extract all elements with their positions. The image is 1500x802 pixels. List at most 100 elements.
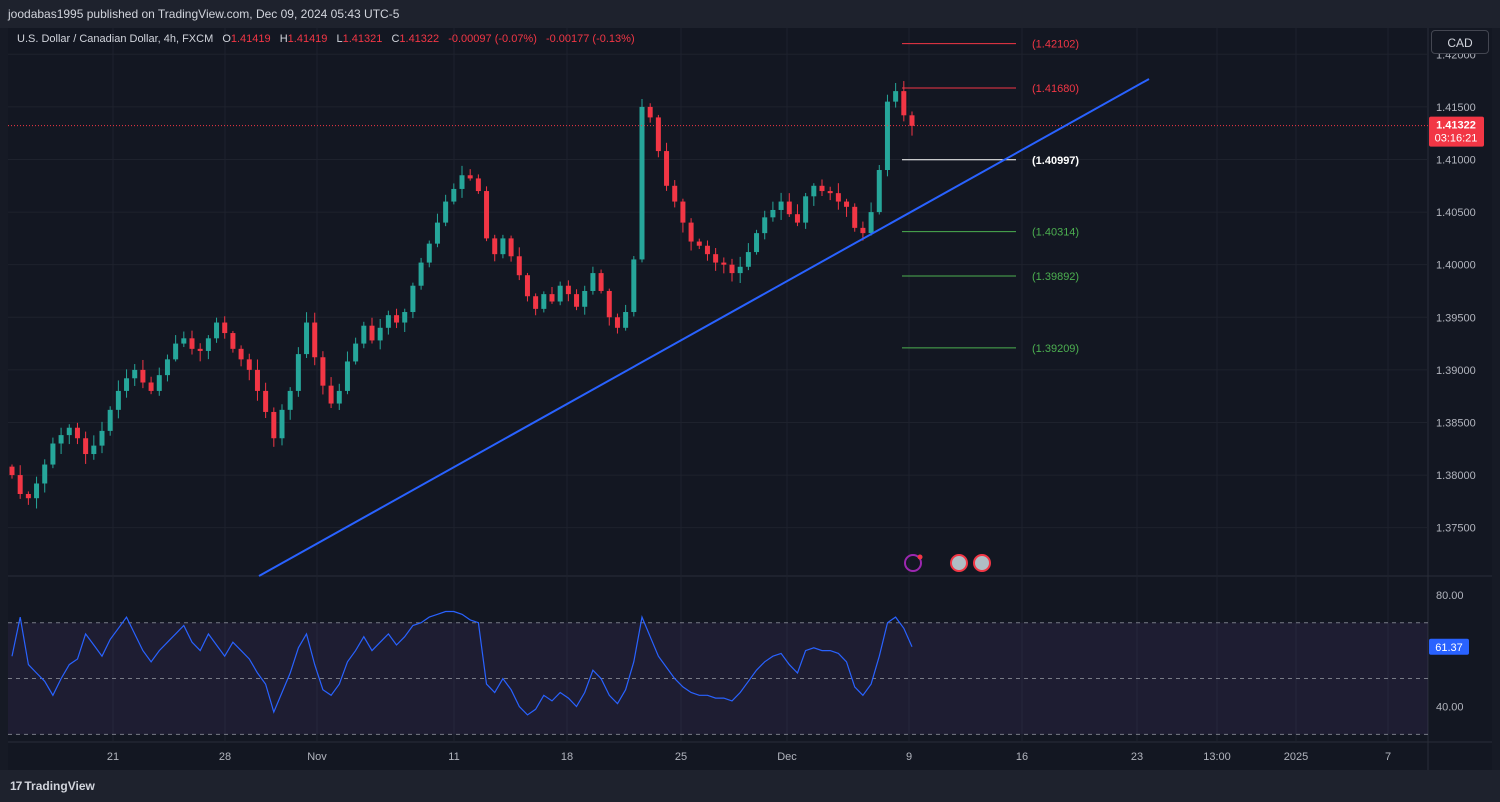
tradingview-logo[interactable]: 17 TradingView bbox=[10, 779, 95, 793]
candle-body bbox=[74, 427, 80, 439]
y-tick-label: 1.39500 bbox=[1436, 312, 1476, 324]
x-tick-label: 9 bbox=[906, 751, 912, 763]
level-label: (1.42102) bbox=[1032, 39, 1079, 51]
candle-body bbox=[353, 343, 359, 362]
candle-body bbox=[729, 264, 735, 274]
current-price-badge bbox=[1429, 116, 1484, 147]
candle-body bbox=[549, 294, 555, 302]
candle-body bbox=[222, 322, 228, 334]
publisher-text: joodabas1995 published on TradingView.co… bbox=[8, 7, 400, 21]
levels-layer: (1.42102) (1.41680) (1.40997) (1.40314) (1.3… bbox=[8, 39, 1484, 355]
candle-body bbox=[279, 409, 285, 439]
candle-body bbox=[484, 191, 490, 239]
candle-body bbox=[794, 214, 800, 223]
candle-body bbox=[238, 348, 244, 360]
candle-body bbox=[197, 348, 203, 351]
candle-body bbox=[819, 185, 825, 192]
candle-body bbox=[541, 294, 547, 309]
candle-body bbox=[295, 354, 301, 391]
y-tick-label: 1.41500 bbox=[1436, 102, 1476, 114]
x-tick-label: 21 bbox=[107, 751, 119, 763]
candle-body bbox=[230, 333, 236, 349]
legend-close-label: C bbox=[391, 33, 400, 45]
candle-body bbox=[754, 233, 760, 253]
candle-body bbox=[164, 359, 170, 376]
candle-body bbox=[655, 117, 661, 152]
level-label: (1.40997) bbox=[1032, 155, 1079, 167]
candle-body bbox=[115, 390, 121, 410]
level-label: (1.40314) bbox=[1032, 227, 1079, 239]
events-layer bbox=[904, 554, 991, 572]
candle-body bbox=[680, 201, 686, 223]
rsi-tick-label: 80.00 bbox=[1436, 590, 1464, 602]
candle-body bbox=[369, 325, 375, 341]
y-tick-label: 1.38500 bbox=[1436, 417, 1476, 429]
candle-body bbox=[909, 115, 915, 126]
candle-body bbox=[140, 369, 146, 383]
candle-body bbox=[361, 325, 367, 344]
candle-body bbox=[246, 359, 252, 370]
rsi-layer: 80.00 40.00 61.37 bbox=[8, 590, 1469, 735]
candle-body bbox=[614, 317, 620, 328]
candle-body bbox=[402, 312, 408, 323]
us-flag-event-icon bbox=[950, 554, 968, 572]
earnings-event-icon bbox=[904, 554, 922, 572]
candle-body bbox=[492, 238, 498, 255]
candle-body bbox=[737, 266, 743, 274]
chart-frame[interactable] bbox=[8, 28, 1492, 770]
candle-body bbox=[344, 361, 350, 391]
countdown-label: 03:16:21 bbox=[1435, 133, 1478, 145]
candle-body bbox=[696, 241, 702, 246]
candle-body bbox=[17, 475, 23, 495]
legend-open: 1.41419 bbox=[230, 33, 271, 45]
rsi-tick-label: 40.00 bbox=[1436, 701, 1464, 713]
candle-body bbox=[263, 390, 269, 412]
candle-body bbox=[451, 188, 457, 202]
x-tick-label: 25 bbox=[675, 751, 687, 763]
rsi-value-badge bbox=[1429, 638, 1469, 655]
candle-body bbox=[66, 427, 72, 436]
candle-body bbox=[377, 327, 383, 341]
candle-body bbox=[860, 227, 866, 234]
x-tick-label: 13:00 bbox=[1203, 751, 1231, 763]
x-tick-label: 18 bbox=[561, 751, 573, 763]
legend-open-label: O bbox=[222, 33, 231, 45]
candle-body bbox=[42, 464, 48, 484]
candle-body bbox=[647, 106, 653, 118]
legend-change: -0.00097 (-0.07%) bbox=[448, 33, 537, 45]
x-tick-label: 11 bbox=[448, 751, 459, 763]
candle-body bbox=[516, 256, 522, 276]
candle-body bbox=[557, 285, 563, 302]
level-label: (1.41680) bbox=[1032, 83, 1079, 95]
x-tick-label: Nov bbox=[307, 751, 327, 763]
candle-body bbox=[639, 106, 645, 260]
legend-symbol: U.S. Dollar / Canadian Dollar, 4h, FXCM bbox=[17, 33, 214, 45]
candle-body bbox=[598, 273, 604, 291]
rsi-line bbox=[11, 610, 913, 716]
candle-body bbox=[770, 209, 776, 218]
candle-body bbox=[173, 343, 179, 360]
trend-layer bbox=[258, 78, 1150, 577]
y-tick-label: 1.37500 bbox=[1436, 523, 1476, 535]
candle-body bbox=[214, 322, 220, 339]
x-tick-label: Dec bbox=[777, 751, 797, 763]
candle-body bbox=[418, 262, 424, 286]
trendline bbox=[258, 78, 1150, 577]
candle-body bbox=[713, 254, 719, 263]
candle-body bbox=[811, 185, 817, 197]
legend-low: 1.41321 bbox=[342, 33, 383, 45]
legend-high-label: H bbox=[279, 33, 288, 45]
candle-body bbox=[893, 91, 899, 102]
candle-body bbox=[312, 322, 318, 358]
candle-body bbox=[205, 338, 211, 351]
currency-button[interactable]: CAD bbox=[1431, 30, 1489, 54]
x-tick-label: 7 bbox=[1385, 751, 1391, 763]
candle-body bbox=[590, 273, 596, 291]
x-tick-label: 16 bbox=[1016, 751, 1028, 763]
candle-body bbox=[901, 91, 907, 116]
candle-body bbox=[565, 285, 571, 295]
candle-body bbox=[181, 338, 187, 344]
candle-body bbox=[786, 201, 792, 215]
current-price-label: 1.41322 bbox=[1436, 120, 1476, 132]
